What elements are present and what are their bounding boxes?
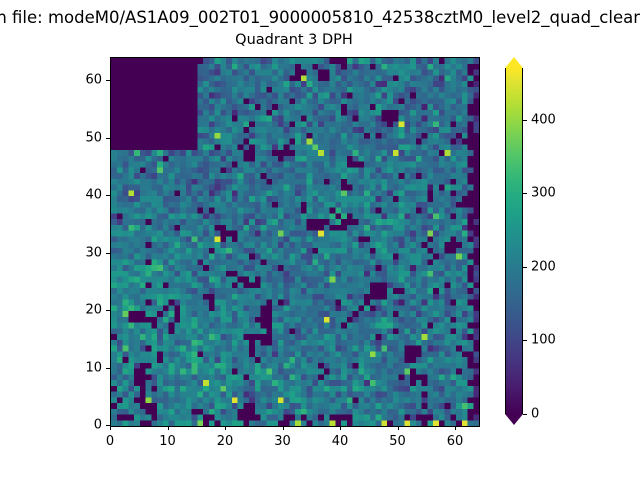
y-tick-label: 30: [85, 245, 102, 260]
y-tick-mark: [106, 137, 110, 139]
y-tick-mark: [106, 367, 110, 369]
colorbar-tick-mark: [523, 414, 527, 415]
colorbar-tick-mark: [523, 340, 527, 342]
y-tick-label: 40: [85, 187, 102, 203]
x-tick-mark: [397, 426, 399, 430]
axes-title: Quadrant 3 DPH: [235, 32, 353, 48]
x-tick-label: 30: [274, 434, 291, 449]
y-tick-mark: [106, 252, 110, 254]
y-tick-mark: [106, 425, 110, 426]
x-tick-label: 50: [389, 434, 406, 449]
colorbar-tick-label: 400: [531, 112, 556, 127]
colorbar-tick-mark: [523, 193, 527, 195]
figure-suptitle-clip: n file: modeM0/AS1A09_002T01_9000005810_…: [0, 6, 640, 30]
colorbar-over-arrow-icon: [505, 57, 523, 68]
x-tick-label: 10: [159, 434, 176, 449]
x-tick-mark: [282, 426, 284, 430]
x-tick-label: 40: [331, 434, 349, 449]
x-tick-label: 20: [216, 434, 234, 449]
x-tick-mark: [225, 426, 226, 430]
colorbar-gradient[interactable]: [505, 68, 523, 414]
colorbar[interactable]: 0 100 200 300 400: [505, 57, 635, 425]
figure-suptitle: n file: modeM0/AS1A09_002T01_9000005810_…: [0, 8, 640, 27]
x-tick-mark: [110, 426, 111, 430]
y-tick-label: 20: [85, 302, 102, 318]
colorbar-tick-mark: [523, 119, 527, 121]
x-tick-label: 60: [446, 434, 464, 449]
y-tick-mark: [106, 80, 110, 81]
x-tick-mark: [455, 426, 456, 430]
x-tick-mark: [340, 426, 341, 430]
colorbar-tick-label: 100: [531, 332, 556, 348]
colorbar-tick-label: 200: [531, 259, 556, 275]
x-tick-label: 0: [105, 434, 115, 449]
y-tick-mark: [106, 310, 110, 311]
colorbar-tick-label: 0: [531, 406, 540, 422]
y-tick-label: 50: [85, 130, 102, 145]
heatmap-axes[interactable]: [110, 57, 480, 427]
x-tick-mark: [167, 426, 169, 430]
colorbar-under-arrow-icon: [505, 414, 523, 425]
y-tick-label: 10: [85, 360, 102, 375]
colorbar-tick-label: 300: [531, 185, 556, 201]
colorbar-tick-mark: [523, 266, 527, 268]
y-tick-mark: [106, 195, 110, 196]
y-tick-label: 0: [93, 417, 102, 433]
heatmap-image[interactable]: [111, 58, 479, 426]
y-tick-label: 60: [85, 72, 102, 88]
